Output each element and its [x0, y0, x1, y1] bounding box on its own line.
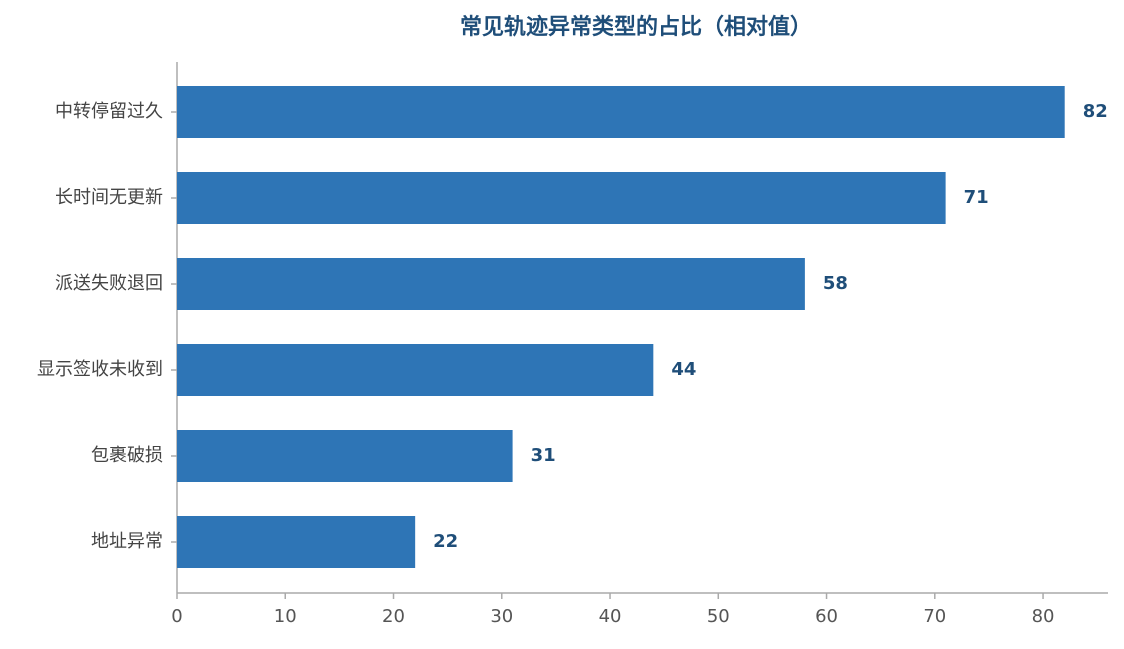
bar [177, 516, 416, 568]
value-label: 58 [823, 273, 848, 294]
x-tick-label: 80 [1032, 606, 1055, 627]
y-tick-label: 中转停留过久 [55, 101, 163, 122]
bar [177, 172, 946, 224]
y-tick-label: 显示签收未收到 [37, 359, 163, 380]
x-tick-label: 50 [707, 606, 730, 627]
y-tick-label: 长时间无更新 [55, 187, 163, 208]
bar [177, 86, 1065, 138]
x-tick-label: 40 [599, 606, 622, 627]
y-tick-label: 地址异常 [91, 531, 163, 552]
x-tick-label: 70 [923, 606, 946, 627]
y-tick-label: 派送失败退回 [55, 273, 163, 294]
x-tick-label: 10 [274, 606, 297, 627]
value-label: 22 [433, 531, 458, 552]
value-label: 44 [671, 359, 696, 380]
y-tick-label: 包裹破损 [91, 445, 163, 466]
x-tick-label: 30 [490, 606, 513, 627]
x-tick-label: 0 [171, 606, 182, 627]
value-label: 71 [964, 187, 989, 208]
x-tick-label: 60 [815, 606, 838, 627]
x-tick-label: 20 [382, 606, 405, 627]
bar [177, 430, 513, 482]
value-label: 31 [531, 445, 556, 466]
bar [177, 258, 805, 310]
value-label: 82 [1083, 101, 1108, 122]
bar [177, 344, 654, 396]
chart-title: 常见轨迹异常类型的占比（相对值） [460, 14, 812, 40]
